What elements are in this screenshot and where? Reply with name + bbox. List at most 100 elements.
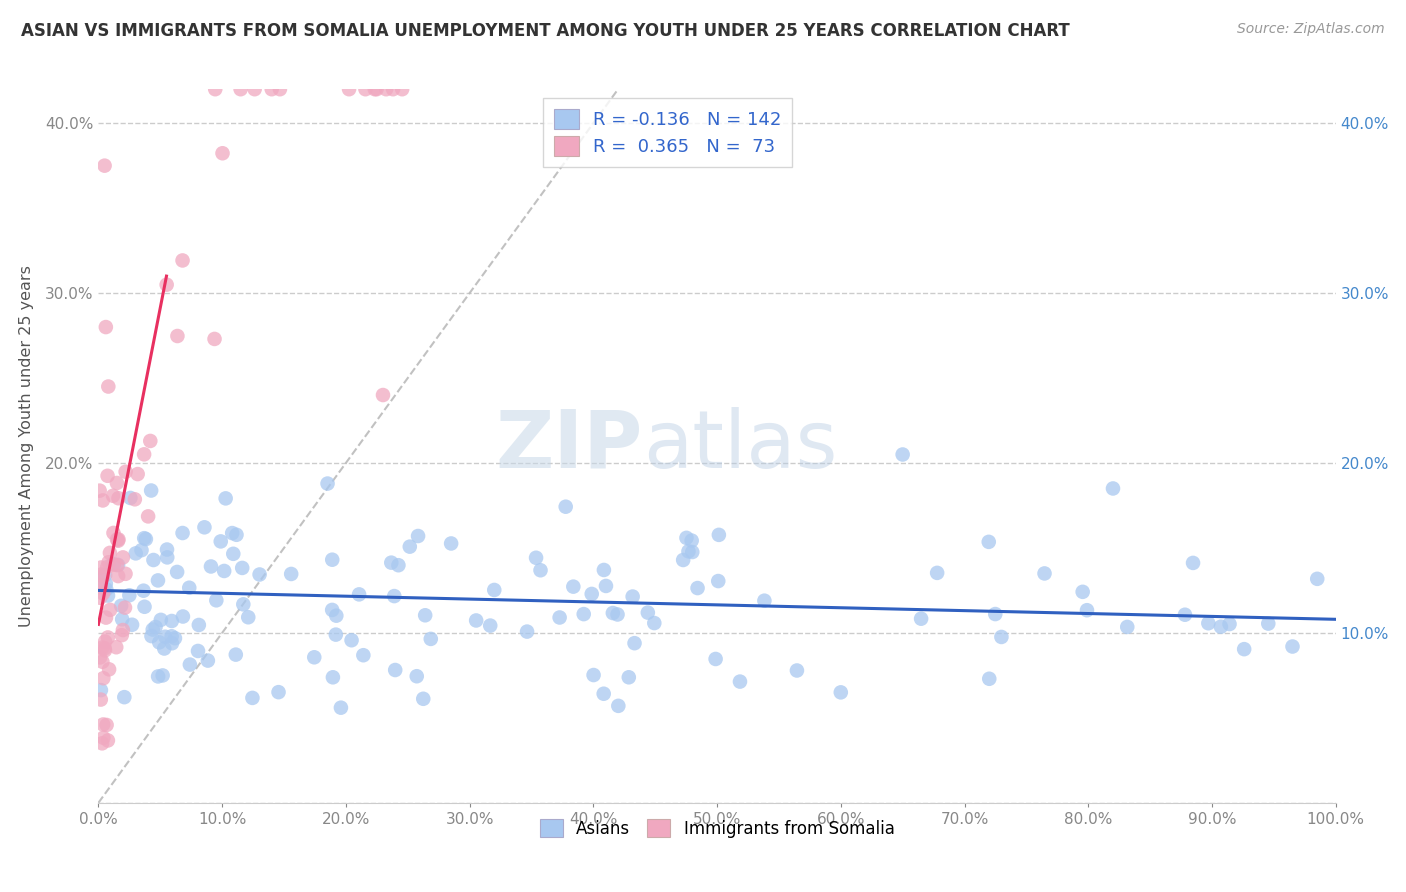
- Point: [94, 320, 117, 334]
- Point: [179, 657, 201, 672]
- Point: [91, 640, 114, 655]
- Point: [1071, 584, 1094, 599]
- Point: [672, 553, 695, 567]
- Point: [1233, 642, 1256, 657]
- Point: [89, 483, 111, 498]
- Point: [340, 633, 363, 648]
- Point: [554, 500, 576, 514]
- Point: [249, 567, 271, 582]
- Point: [406, 529, 429, 543]
- Point: [135, 532, 157, 546]
- Point: [382, 589, 405, 603]
- Point: [90, 581, 112, 595]
- Point: [111, 628, 134, 642]
- Point: [98, 546, 121, 560]
- Point: [103, 558, 125, 572]
- Point: [269, 82, 291, 96]
- Point: [89, 591, 111, 605]
- Point: [90, 560, 112, 574]
- Point: [1281, 640, 1303, 654]
- Point: [98, 662, 121, 676]
- Point: [413, 608, 436, 623]
- Point: [516, 624, 538, 639]
- Point: [623, 636, 645, 650]
- Point: [325, 608, 347, 623]
- Point: [118, 588, 141, 602]
- Point: [156, 277, 179, 292]
- Point: [322, 670, 344, 684]
- Point: [136, 509, 159, 524]
- Point: [155, 630, 177, 644]
- Point: [1218, 617, 1240, 632]
- Point: [484, 582, 506, 597]
- Point: [316, 476, 339, 491]
- Point: [97, 733, 120, 747]
- Point: [148, 635, 170, 649]
- Point: [1209, 620, 1232, 634]
- Point: [405, 669, 427, 683]
- Point: [94, 568, 117, 582]
- Point: [325, 627, 347, 641]
- Point: [364, 82, 387, 96]
- Text: Source: ZipAtlas.com: Source: ZipAtlas.com: [1237, 22, 1385, 37]
- Point: [222, 547, 245, 561]
- Point: [89, 578, 111, 592]
- Point: [107, 569, 129, 583]
- Point: [440, 536, 463, 550]
- Point: [101, 557, 124, 571]
- Point: [304, 650, 326, 665]
- Point: [1197, 616, 1219, 631]
- Point: [94, 610, 117, 624]
- Point: [329, 700, 352, 714]
- Point: [347, 587, 370, 601]
- Point: [153, 641, 176, 656]
- Point: [267, 685, 290, 699]
- Point: [90, 683, 112, 698]
- Point: [211, 146, 233, 161]
- Point: [93, 159, 115, 173]
- Legend: Asians, Immigrants from Somalia: Asians, Immigrants from Somalia: [533, 813, 901, 845]
- Point: [606, 607, 628, 622]
- Point: [172, 609, 194, 624]
- Point: [212, 564, 235, 578]
- Point: [830, 685, 852, 699]
- Point: [91, 736, 114, 750]
- Point: [1182, 556, 1205, 570]
- Point: [96, 582, 118, 597]
- Point: [149, 613, 172, 627]
- Point: [112, 690, 135, 705]
- Point: [391, 82, 413, 96]
- Point: [728, 674, 751, 689]
- Point: [479, 618, 502, 632]
- Text: atlas: atlas: [643, 407, 837, 485]
- Point: [984, 607, 1007, 621]
- Point: [134, 599, 156, 614]
- Point: [172, 526, 194, 541]
- Point: [105, 475, 128, 490]
- Point: [197, 654, 219, 668]
- Point: [607, 698, 630, 713]
- Point: [91, 493, 114, 508]
- Point: [107, 491, 129, 506]
- Point: [681, 533, 703, 548]
- Point: [593, 563, 616, 577]
- Point: [225, 648, 247, 662]
- Point: [707, 574, 730, 588]
- Point: [132, 583, 155, 598]
- Point: [225, 528, 247, 542]
- Point: [990, 630, 1012, 644]
- Point: [204, 82, 226, 96]
- Point: [91, 717, 114, 731]
- Point: [977, 534, 1000, 549]
- Point: [141, 629, 163, 643]
- Point: [231, 561, 253, 575]
- Point: [200, 559, 222, 574]
- Point: [107, 533, 129, 547]
- Point: [187, 618, 209, 632]
- Point: [229, 82, 252, 96]
- Point: [131, 543, 153, 558]
- Point: [572, 607, 595, 621]
- Point: [97, 468, 120, 483]
- Point: [602, 606, 624, 620]
- Point: [927, 566, 949, 580]
